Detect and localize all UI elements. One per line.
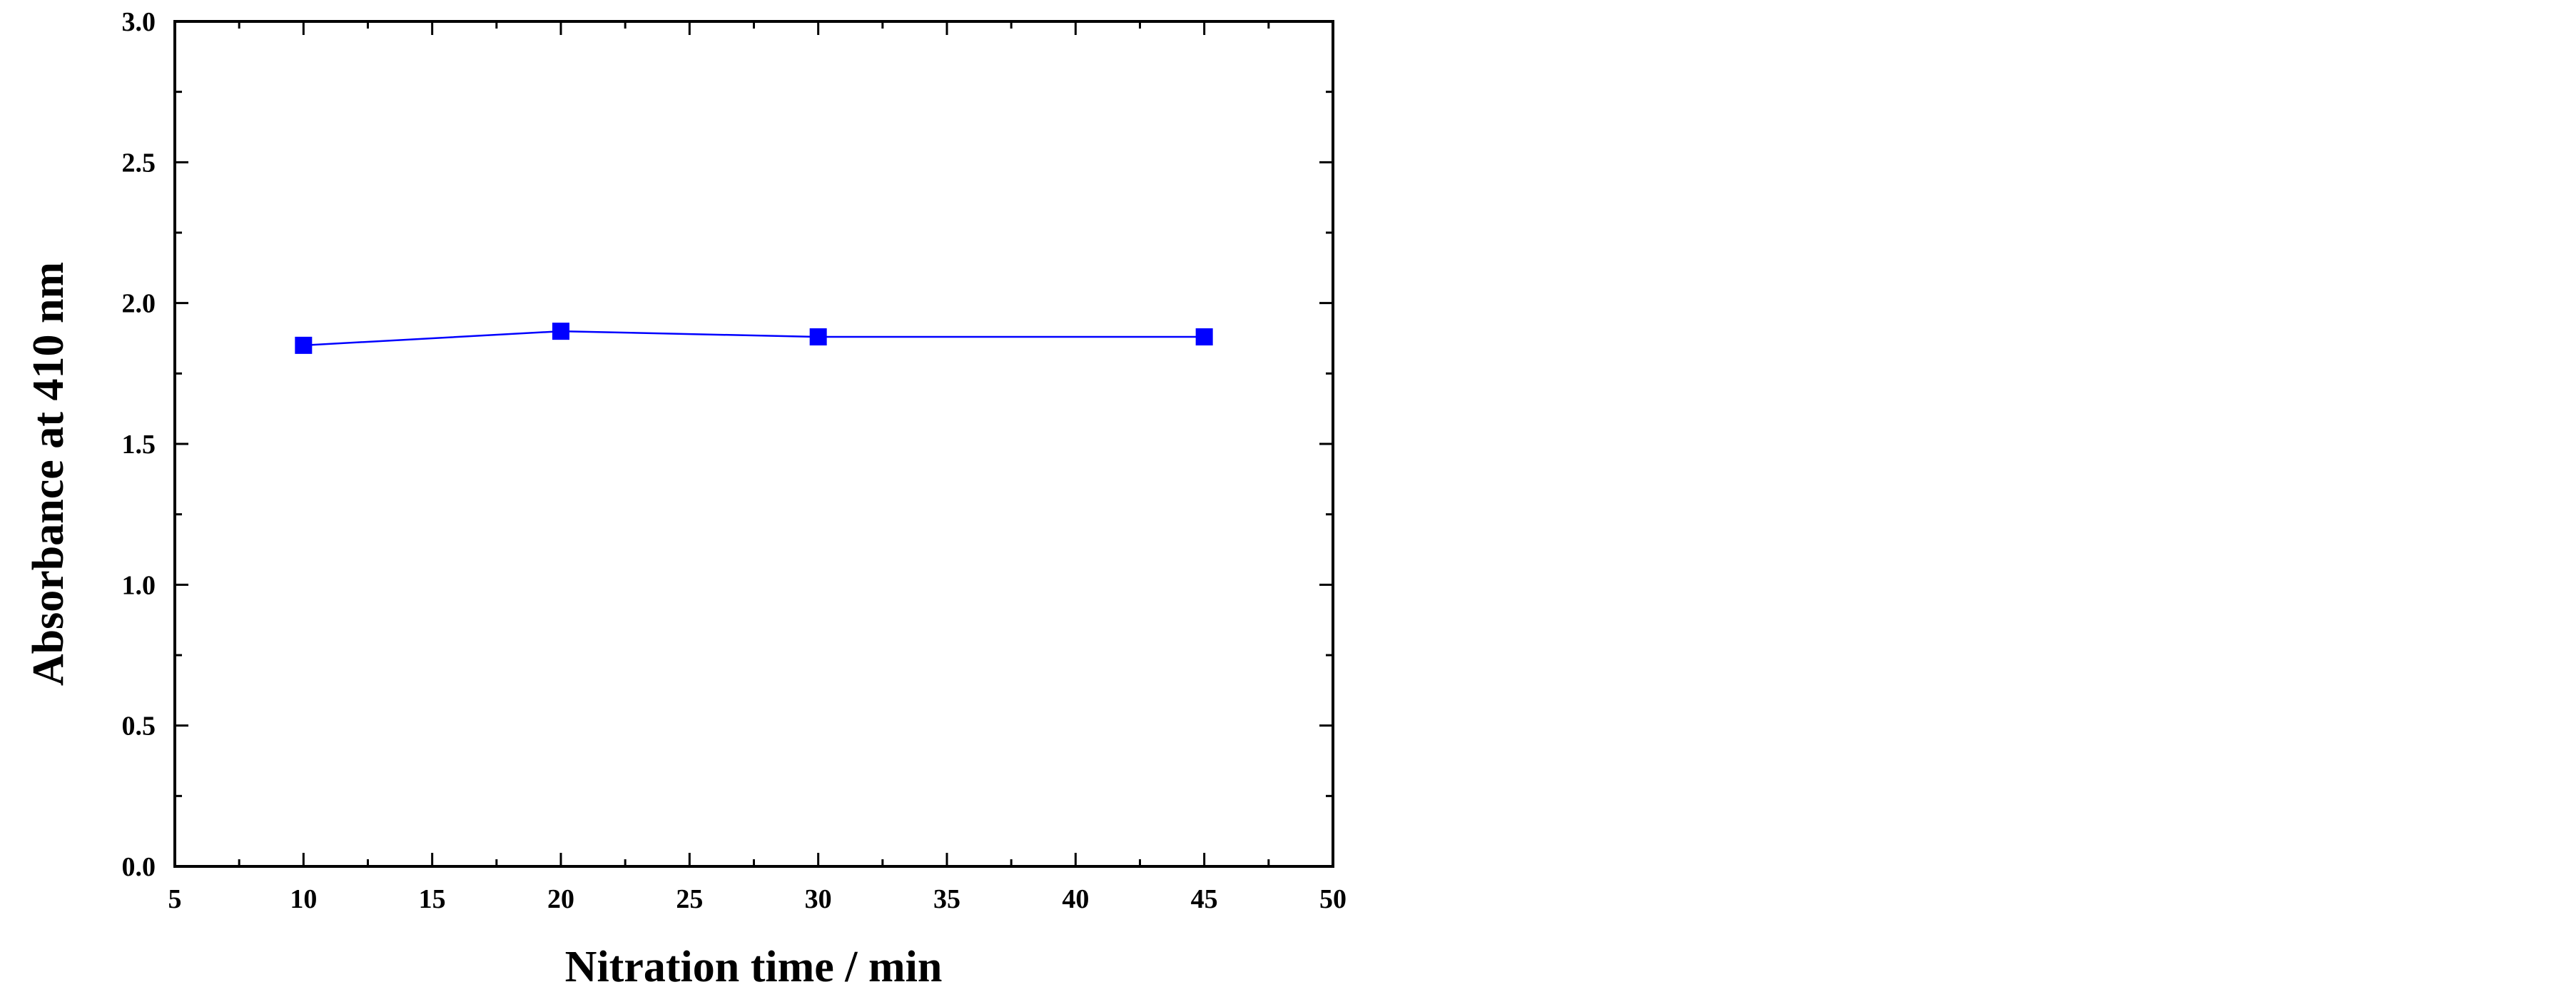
x-tick-label: 35 — [933, 884, 960, 914]
y-tick-label: 0.5 — [122, 712, 156, 742]
y-tick-label: 2.5 — [122, 148, 156, 178]
x-tick-label: 30 — [805, 884, 832, 914]
data-point — [552, 323, 569, 340]
x-tick-label: 10 — [290, 884, 317, 914]
x-tick-label: 50 — [1319, 884, 1347, 914]
data-point — [1195, 328, 1213, 346]
data-point — [809, 328, 827, 346]
y-tick-label: 0.0 — [122, 852, 156, 882]
y-tick-label: 1.5 — [122, 430, 156, 460]
x-tick-label: 20 — [547, 884, 574, 914]
data-point — [295, 336, 313, 354]
x-tick-label: 45 — [1191, 884, 1218, 914]
x-tick-label: 40 — [1062, 884, 1089, 914]
x-tick-label: 5 — [168, 884, 182, 914]
y-tick-label: 2.0 — [122, 289, 156, 319]
x-tick-label: 25 — [676, 884, 703, 914]
x-axis-label: Nitration time / min — [565, 943, 943, 991]
y-tick-label: 3.0 — [122, 7, 156, 37]
y-tick-label: 1.0 — [122, 570, 156, 600]
x-tick-label: 15 — [419, 884, 446, 914]
plot-frame — [173, 20, 1334, 868]
y-axis-label: Absorbance at 410 nm — [24, 262, 73, 686]
series-line — [303, 330, 1205, 347]
